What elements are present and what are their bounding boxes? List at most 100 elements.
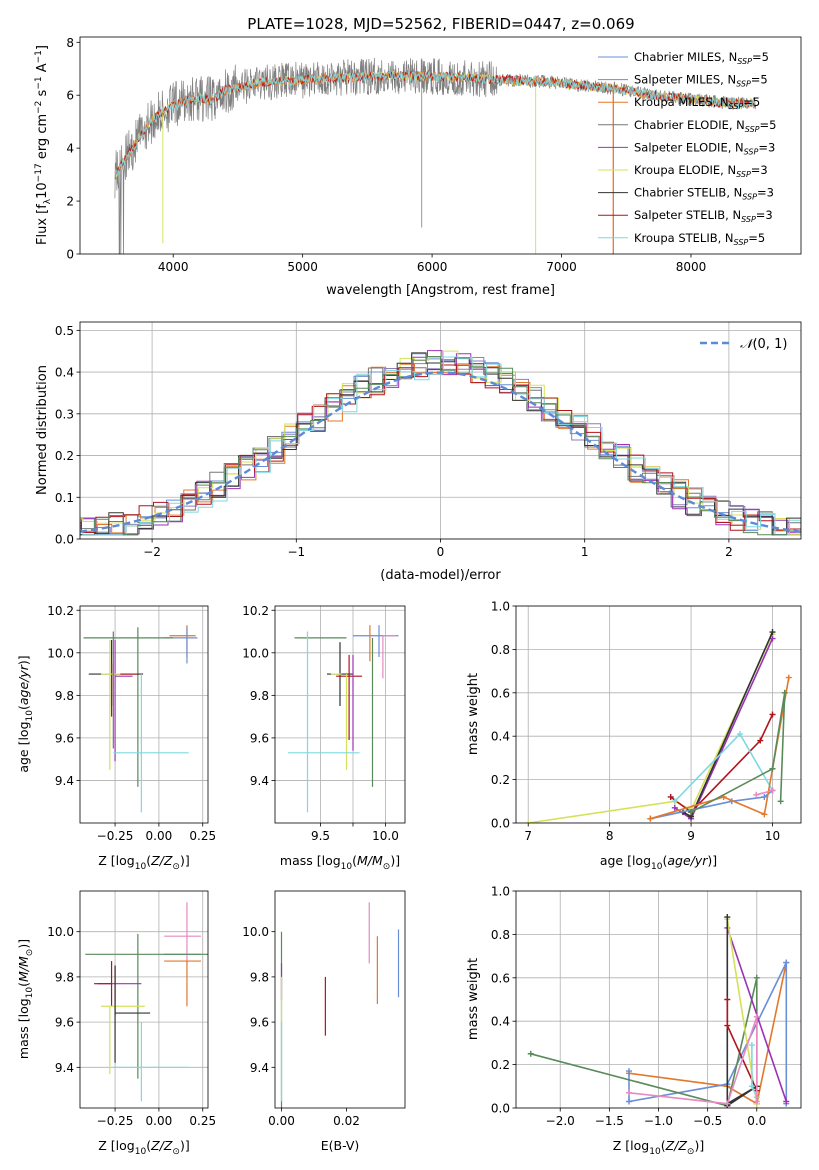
x-axis-label: Z [log10(Z/Z⊙)] — [98, 1138, 189, 1157]
x-axis-label-part: ( — [146, 1138, 151, 1153]
plot-area — [80, 606, 208, 823]
y-tick-label: 0.5 — [55, 324, 74, 338]
y-tick-label: 9.8 — [55, 689, 74, 703]
y-tick-label: 0 — [66, 248, 74, 262]
weight-marker — [626, 1098, 633, 1105]
y-axis-label-part: −1 — [34, 76, 44, 89]
x-tick-label: 0 — [437, 545, 445, 559]
panel-age_vs_Z: −0.25 0.00 0.259.49.69.810.010.2Z [log10(Z… — [16, 604, 216, 872]
y-tick-label: 9.8 — [250, 970, 269, 984]
legend-entry-part: SSP — [745, 125, 760, 134]
y-tick-label: 9.4 — [55, 1061, 74, 1075]
plot-area — [275, 606, 405, 823]
y-axis-label-part: ( — [16, 982, 31, 987]
legend-entry-part: SSP — [736, 170, 751, 179]
panel-mass_vs_ebv: 0.00 0.02 9.4 9.6 9.8 10.0 E(B-V) — [242, 890, 406, 1153]
x-tick-label: 8 — [606, 829, 614, 843]
weight-marker — [667, 793, 674, 800]
weight-marker — [769, 787, 776, 794]
x-axis-label-part: ( — [662, 853, 667, 868]
y-tick-label: 0.8 — [491, 928, 510, 942]
x-axis-label-part: age/yr — [667, 853, 708, 868]
legend-entry-part: SSP — [741, 215, 756, 224]
y-axis-label-part: −2 — [34, 101, 44, 114]
y-tick-label: 4 — [66, 142, 74, 156]
y-tick-label: 0.0 — [491, 1102, 510, 1116]
x-tick-label: −2 — [143, 545, 161, 559]
x-axis-label-part: ⊙ — [172, 1147, 180, 1157]
panel-age_vs_mass: 9.5 10.0 9.4 9.6 9.8 10.0 10.2 mass [log10(M/M⊙… — [242, 604, 406, 872]
y-axis-label: Normed distribution — [35, 365, 50, 495]
legend: 𝒩(0, 1) — [700, 337, 787, 352]
x-axis-label-part: ( — [661, 1138, 666, 1153]
y-tick-label: 0.8 — [491, 643, 510, 657]
y-tick-label: 1.0 — [491, 885, 510, 899]
y-tick-label: 0.4 — [55, 366, 74, 380]
legend-entry-part: SSP — [734, 238, 749, 247]
plot-area — [80, 891, 208, 1108]
weight-marker — [769, 635, 776, 642]
y-tick-label: 2 — [66, 195, 74, 209]
y-tick-label: 0.4 — [491, 1015, 510, 1029]
legend-entry-part: =5 — [752, 50, 769, 64]
x-axis-label-part: 10 — [135, 1147, 147, 1157]
x-axis-label-part: )] — [390, 853, 400, 868]
plot-area — [114, 57, 757, 254]
histogram-step — [80, 356, 801, 536]
weight-marker — [748, 1083, 755, 1090]
legend-entry-part: Kroupa ELODIE, N — [634, 163, 736, 177]
panel-residuals: −2 −1 0 1 2 0.0 0.1 0.2 0.3 0.4 0.5 𝒩(0, 1) (data-mo… — [35, 321, 802, 583]
y-tick-label: 0.0 — [491, 817, 510, 831]
plot-area — [516, 891, 801, 1108]
weight-marker — [647, 815, 654, 822]
axes-frame — [79, 605, 209, 824]
y-axis-label: mass weight — [466, 673, 481, 755]
y-axis-label-part: age/yr — [16, 664, 31, 705]
legend-entry-part: Chabrier STELIB, N — [634, 186, 742, 200]
x-axis-label-part: ( — [352, 853, 357, 868]
y-tick-label: 9.4 — [250, 774, 269, 788]
legend-entry: Salpeter STELIB, NSSP=3 — [634, 208, 773, 224]
legend-entry-part: SSP — [736, 80, 751, 89]
legend-entry: Kroupa ELODIE, NSSP=3 — [634, 163, 768, 179]
axes-frame — [79, 890, 209, 1109]
plot-area — [80, 322, 801, 539]
y-axis-label-part: 10 — [25, 710, 35, 722]
x-tick-label: 9.5 — [311, 829, 330, 843]
plot-area — [516, 606, 801, 823]
legend-entry: Kroupa MILES, NSSP=5 — [634, 95, 760, 111]
x-tick-label: 7 — [524, 829, 532, 843]
x-tick-label: 10 — [765, 829, 780, 843]
weight-marker — [753, 974, 760, 981]
weight-marker — [724, 914, 731, 921]
legend-entry-part: =5 — [760, 118, 777, 132]
x-axis-label: E(B-V) — [321, 1138, 360, 1153]
y-tick-label: 9.4 — [250, 1061, 269, 1075]
weight-marker — [785, 674, 792, 681]
y-tick-label: 10.0 — [47, 925, 74, 939]
y-axis-label-part: 10 — [35, 182, 50, 199]
y-axis-label-part: ⊙ — [25, 949, 35, 957]
weight-marker — [724, 1022, 731, 1029]
y-tick-label: 6 — [66, 89, 74, 103]
figure-title: PLATE=1028, MJD=52562, FIBERID=0447, z=0… — [247, 15, 634, 33]
x-axis-label-part: 10 — [341, 862, 353, 872]
histogram-step — [80, 350, 801, 536]
legend-entry-part: Salpeter MILES, N — [634, 73, 736, 87]
x-axis-label-part: M/M — [357, 853, 383, 868]
weight-marker — [671, 798, 678, 805]
panel-spectrum: 4000 5000 6000 7000 8000 0 2 4 6 8 wavelength [Ang… — [34, 36, 802, 298]
weight-marker — [769, 711, 776, 718]
x-axis-label-part: ⊙ — [383, 862, 391, 872]
x-tick-label: 0.25 — [189, 1114, 216, 1128]
weight-line — [528, 633, 774, 823]
y-tick-label: 8 — [66, 36, 74, 50]
weight-marker — [736, 731, 743, 738]
legend-entry: Kroupa STELIB, NSSP=5 — [634, 231, 765, 247]
y-tick-label: 0.2 — [491, 773, 510, 787]
y-axis-label: Flux [fλ10−17 erg cm−2 s−1 A−1] — [34, 45, 53, 245]
x-axis-label-part: )] — [707, 853, 717, 868]
weight-marker — [783, 1098, 790, 1105]
